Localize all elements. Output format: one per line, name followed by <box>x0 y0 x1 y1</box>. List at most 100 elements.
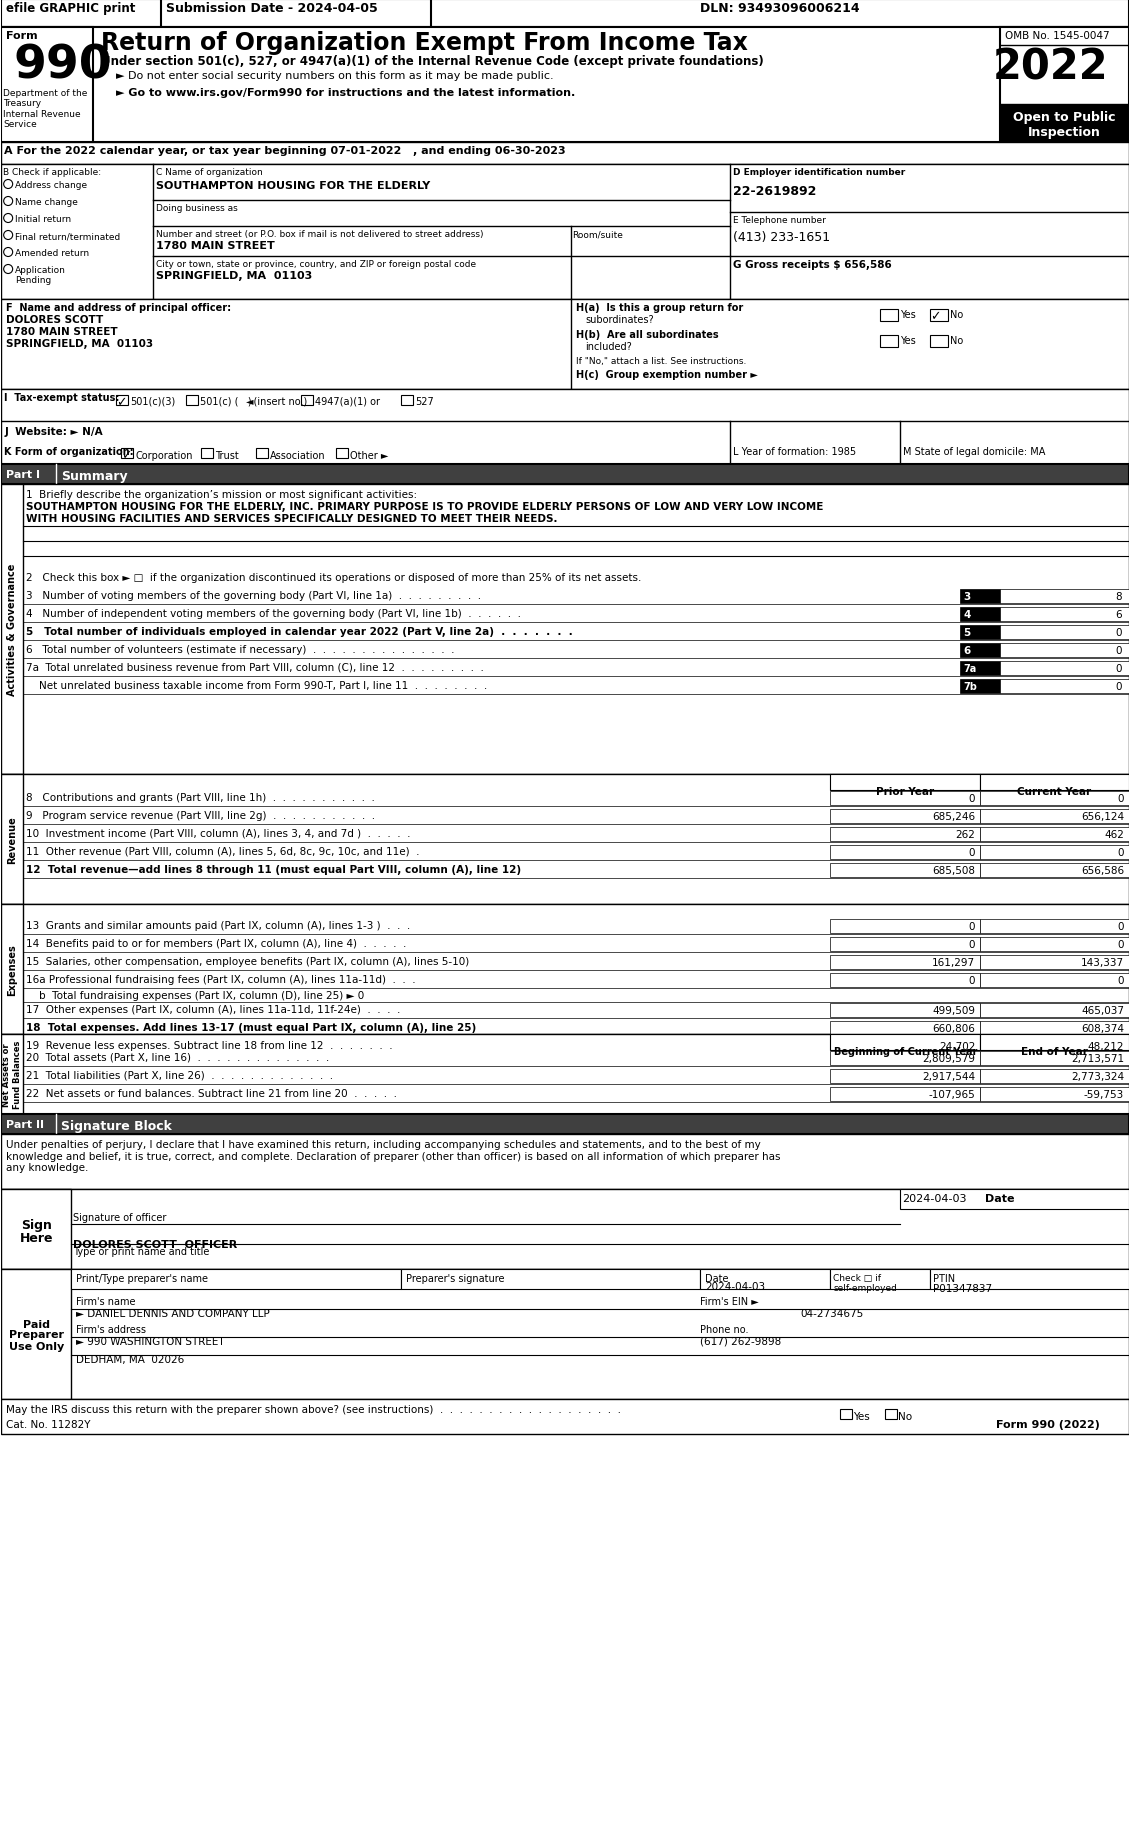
Text: ✓: ✓ <box>930 309 940 322</box>
Text: 0: 0 <box>1115 681 1122 692</box>
Text: 21  Total liabilities (Part X, line 26)  .  .  .  .  .  .  .  .  .  .  .  .  .: 21 Total liabilities (Part X, line 26) .… <box>26 1071 333 1080</box>
Text: ✓: ✓ <box>121 448 132 461</box>
Text: Expenses: Expenses <box>7 944 17 996</box>
Text: ► Do not enter social security numbers on this form as it may be made public.: ► Do not enter social security numbers o… <box>116 71 553 81</box>
Text: B Check if applicable:: B Check if applicable: <box>3 168 102 178</box>
Bar <box>1000 608 1129 622</box>
Bar <box>830 955 980 970</box>
Bar <box>71 1270 401 1290</box>
Bar <box>980 919 1129 933</box>
Text: Current Year: Current Year <box>1017 787 1091 796</box>
Text: Type or print name and title: Type or print name and title <box>73 1246 210 1257</box>
Text: Net Assets or
Fund Balances: Net Assets or Fund Balances <box>2 1039 21 1109</box>
Text: b  Total fundraising expenses (Part IX, column (D), line 25) ► 0: b Total fundraising expenses (Part IX, c… <box>26 990 365 1001</box>
Text: Paid: Paid <box>23 1319 50 1329</box>
Bar <box>1 485 1129 774</box>
Bar <box>881 309 899 322</box>
Text: 501(c)(3): 501(c)(3) <box>130 397 175 406</box>
Text: 8: 8 <box>1115 591 1122 602</box>
Text: ✓: ✓ <box>116 395 126 408</box>
Text: Summary: Summary <box>61 470 128 483</box>
Text: 19  Revenue less expenses. Subtract line 18 from line 12  .  .  .  .  .  .  .: 19 Revenue less expenses. Subtract line … <box>26 1041 393 1050</box>
Text: 1  Briefly describe the organization’s mission or most significant activities:: 1 Briefly describe the organization’s mi… <box>26 490 418 500</box>
Text: (413) 233-1651: (413) 233-1651 <box>734 231 831 243</box>
Bar <box>1 165 1129 300</box>
Text: PTIN: PTIN <box>934 1274 955 1283</box>
Text: Amended return: Amended return <box>15 249 89 258</box>
Text: DOLORES SCOTT  OFFICER: DOLORES SCOTT OFFICER <box>73 1239 237 1250</box>
Text: DOLORES SCOTT: DOLORES SCOTT <box>6 315 104 324</box>
Bar <box>885 1409 898 1420</box>
Bar <box>830 1039 980 1054</box>
Text: Open to Public
Inspection: Open to Public Inspection <box>1013 112 1115 139</box>
Bar <box>830 1052 980 1065</box>
Bar <box>960 608 1000 622</box>
Bar <box>1 774 1129 904</box>
Bar <box>980 774 1129 791</box>
Text: Sign: Sign <box>20 1217 52 1232</box>
Text: 656,124: 656,124 <box>1080 811 1124 822</box>
Text: 685,246: 685,246 <box>933 811 975 822</box>
Text: 0: 0 <box>969 922 975 931</box>
Text: efile GRAPHIC print: efile GRAPHIC print <box>6 2 135 15</box>
Text: Yes: Yes <box>900 309 916 320</box>
Bar <box>960 589 1000 604</box>
Text: 10  Investment income (Part VIII, column (A), lines 3, 4, and 7d )  .  .  .  .  : 10 Investment income (Part VIII, column … <box>26 829 411 838</box>
Bar <box>980 864 1129 878</box>
Bar <box>830 1069 980 1083</box>
Bar <box>1 300 1129 390</box>
Text: L Year of formation: 1985: L Year of formation: 1985 <box>734 447 857 458</box>
Text: SOUTHAMPTON HOUSING FOR THE ELDERLY: SOUTHAMPTON HOUSING FOR THE ELDERLY <box>156 181 430 190</box>
Text: 2022: 2022 <box>992 46 1108 88</box>
Text: May the IRS discuss this return with the preparer shown above? (see instructions: May the IRS discuss this return with the… <box>6 1404 621 1415</box>
Bar <box>830 809 980 824</box>
Bar <box>960 662 1000 675</box>
Text: Name change: Name change <box>15 198 78 207</box>
Text: Under penalties of perjury, I declare that I have examined this return, includin: Under penalties of perjury, I declare th… <box>6 1140 780 1173</box>
Bar <box>1 774 24 904</box>
Text: SPRINGFIELD, MA  01103: SPRINGFIELD, MA 01103 <box>6 339 154 350</box>
Text: P01347837: P01347837 <box>934 1283 992 1294</box>
Text: OMB No. 1545-0047: OMB No. 1545-0047 <box>1005 31 1110 40</box>
Text: 527: 527 <box>414 397 434 406</box>
Bar <box>1 1034 1129 1114</box>
Text: D Employer identification number: D Employer identification number <box>734 168 905 178</box>
Text: DLN: 93493096006214: DLN: 93493096006214 <box>700 2 860 15</box>
Bar <box>335 448 348 459</box>
Bar <box>830 1003 980 1017</box>
Text: Net unrelated business taxable income from Form 990-T, Part I, line 11  .  .  . : Net unrelated business taxable income fr… <box>26 681 488 690</box>
Bar <box>830 937 980 952</box>
Text: 7b: 7b <box>963 681 977 692</box>
Text: 0: 0 <box>1115 664 1122 673</box>
Text: Trust: Trust <box>215 450 238 461</box>
Text: 4947(a)(1) or: 4947(a)(1) or <box>315 397 379 406</box>
Text: Date: Date <box>706 1274 729 1283</box>
Text: 660,806: 660,806 <box>933 1023 975 1034</box>
Bar <box>121 448 133 459</box>
Text: ► 990 WASHINGTON STREET: ► 990 WASHINGTON STREET <box>76 1336 225 1347</box>
Text: Association: Association <box>270 450 325 461</box>
Bar <box>1000 679 1129 694</box>
Bar <box>1 1270 1129 1400</box>
Text: SOUTHAMPTON HOUSING FOR THE ELDERLY, INC. PRIMARY PURPOSE IS TO PROVIDE ELDERLY : SOUTHAMPTON HOUSING FOR THE ELDERLY, INC… <box>26 501 823 523</box>
Bar <box>256 448 268 459</box>
Bar <box>1 1400 1129 1435</box>
Bar <box>300 395 313 406</box>
Bar <box>1 27 1129 143</box>
Text: Firm's EIN ►: Firm's EIN ► <box>700 1296 759 1307</box>
Text: H(c)  Group exemption number ►: H(c) Group exemption number ► <box>576 370 758 381</box>
Text: -59,753: -59,753 <box>1084 1089 1124 1100</box>
Text: 2   Check this box ► □  if the organization discontinued its operations or dispo: 2 Check this box ► □ if the organization… <box>26 573 641 582</box>
Text: 0: 0 <box>1115 646 1122 655</box>
Text: Phone no.: Phone no. <box>700 1325 749 1334</box>
Bar <box>900 1190 1129 1210</box>
Text: Number and street (or P.O. box if mail is not delivered to street address): Number and street (or P.O. box if mail i… <box>156 231 483 240</box>
Text: Activities & Governance: Activities & Governance <box>7 564 17 695</box>
Text: 2,713,571: 2,713,571 <box>1071 1054 1124 1063</box>
Bar <box>1000 626 1129 640</box>
Bar <box>1 143 1129 165</box>
Text: Under section 501(c), 527, or 4947(a)(1) of the Internal Revenue Code (except pr: Under section 501(c), 527, or 4947(a)(1)… <box>102 55 764 68</box>
Text: 161,297: 161,297 <box>933 957 975 968</box>
Bar <box>980 827 1129 842</box>
Text: Application
Pending: Application Pending <box>15 265 65 285</box>
